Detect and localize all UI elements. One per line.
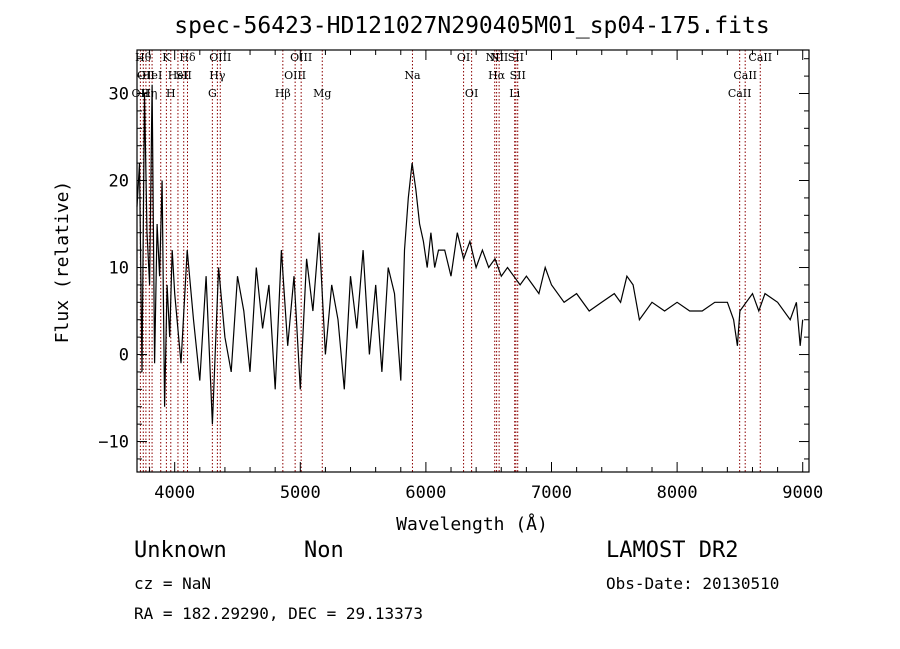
line-label-17: Mg xyxy=(313,87,331,100)
x-tick-label-5: 9000 xyxy=(782,483,823,503)
spectral-line-markers xyxy=(139,50,761,472)
line-label-24: Li xyxy=(509,87,520,100)
survey-name: LAMOST DR2 xyxy=(606,538,739,563)
line-label-10: Hδ xyxy=(179,51,196,64)
redshift-cz: cz = NaN xyxy=(134,574,212,593)
y-tick-label-2: 10 xyxy=(109,259,129,279)
line-label-27: CaII xyxy=(728,87,752,100)
y-tick-label-0: −10 xyxy=(98,433,129,453)
line-label-9: SII xyxy=(176,69,192,82)
line-label-1: Hθ xyxy=(135,51,152,64)
x-axis-label: Wavelength (Å) xyxy=(396,513,548,535)
object-subclass: Non xyxy=(304,538,344,563)
line-label-28: CaII xyxy=(733,69,757,82)
ra-dec-coordinates: RA = 182.29290, DEC = 29.13373 xyxy=(134,604,423,623)
y-tick-label-3: 20 xyxy=(109,172,129,192)
line-label-29: CaII xyxy=(748,51,772,64)
line-label-19: OI xyxy=(457,51,470,64)
spectral-line-labels: OIIHθOIIHηHeIKHHeISIIHδGHγOIIIHβOIIIOIII… xyxy=(132,51,773,100)
line-label-6: K xyxy=(162,51,171,64)
x-tick-label-2: 6000 xyxy=(405,483,446,503)
line-label-7: H xyxy=(166,87,176,100)
line-label-23: NII xyxy=(490,51,508,64)
chart-title: spec-56423-HD121027N290405M01_sp04-175.f… xyxy=(174,13,769,39)
line-label-14: Hβ xyxy=(275,87,291,100)
flux-series-line xyxy=(136,84,804,425)
line-label-4: HeI xyxy=(142,69,162,82)
plot-frame xyxy=(136,49,810,473)
x-tick-label-3: 7000 xyxy=(531,483,572,503)
x-tick-label-0: 4000 xyxy=(154,483,195,503)
y-tick-label-4: 30 xyxy=(109,85,129,105)
line-label-25: SII xyxy=(508,51,524,64)
line-label-20: OI xyxy=(465,87,478,100)
axis-ticks: 4000 5000 6000 7000 8000 9000 −10 0 10 20 30 xyxy=(98,50,823,503)
line-label-11: G xyxy=(208,87,217,100)
line-label-2: OII xyxy=(137,69,155,82)
line-label-8: HeI xyxy=(168,69,188,82)
line-label-3: Hη xyxy=(141,87,157,100)
line-label-22: Hα xyxy=(488,69,506,82)
line-label-12: Hγ xyxy=(209,69,226,82)
x-tick-label-4: 8000 xyxy=(657,483,698,503)
y-axis-label: Flux (relative) xyxy=(52,181,73,344)
object-class: Unknown xyxy=(134,538,227,563)
y-tick-label-1: 0 xyxy=(119,346,129,366)
line-label-13: OIII xyxy=(209,51,231,64)
line-label-15: OIII xyxy=(284,69,306,82)
line-label-21: NII xyxy=(486,51,504,64)
observation-date: Obs-Date: 20130510 xyxy=(606,574,780,593)
line-label-16: OIII xyxy=(290,51,312,64)
x-tick-label-1: 5000 xyxy=(280,483,321,503)
line-label-26: SII xyxy=(510,69,526,82)
line-label-18: Na xyxy=(404,69,421,82)
